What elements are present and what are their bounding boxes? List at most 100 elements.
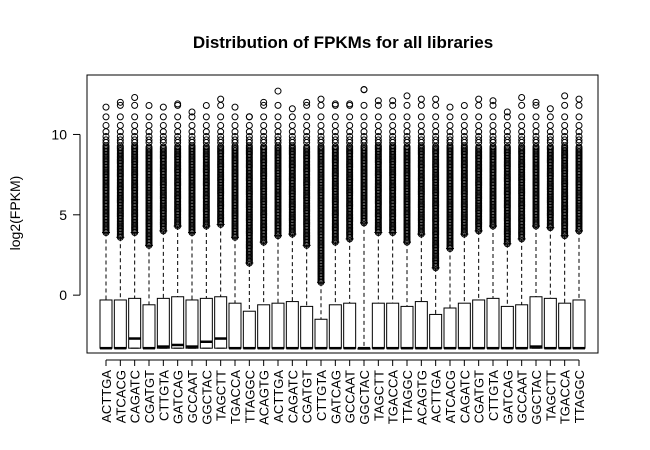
box-33 bbox=[558, 92, 572, 350]
box-20 bbox=[371, 97, 385, 350]
box-rect bbox=[529, 296, 543, 349]
outlier-point bbox=[317, 113, 325, 121]
outlier-point bbox=[288, 105, 296, 113]
outlier-point bbox=[518, 132, 526, 140]
outlier-point bbox=[475, 143, 483, 151]
box-rect bbox=[486, 297, 500, 349]
box-rect bbox=[558, 302, 572, 349]
outlier-point bbox=[489, 97, 497, 105]
box-17 bbox=[328, 100, 342, 350]
outlier-point bbox=[403, 132, 411, 140]
outlier-point bbox=[403, 101, 411, 109]
outlier-point bbox=[503, 108, 511, 116]
outlier-point bbox=[288, 113, 296, 121]
box-rect bbox=[314, 318, 328, 349]
outlier-point bbox=[245, 136, 253, 144]
outlier-point bbox=[532, 143, 540, 151]
box-25 bbox=[443, 103, 457, 350]
outlier-point bbox=[231, 103, 239, 111]
outlier-point bbox=[217, 121, 225, 129]
outlier-point bbox=[532, 113, 540, 121]
x-tick-label: ACAGTG bbox=[257, 370, 272, 425]
outlier-point bbox=[346, 132, 354, 140]
box-11 bbox=[242, 113, 256, 350]
outlier-point bbox=[403, 121, 411, 129]
outlier-point bbox=[561, 92, 569, 100]
outlier-point bbox=[260, 101, 268, 109]
outlier-point bbox=[475, 121, 483, 129]
outlier-point bbox=[217, 136, 225, 144]
box-13 bbox=[271, 87, 285, 350]
x-tick-label: CGATGT bbox=[472, 370, 487, 423]
outlier-point bbox=[346, 136, 354, 144]
outlier-point bbox=[389, 136, 397, 144]
y-tick-label: 10 bbox=[51, 126, 67, 142]
outlier-point bbox=[303, 98, 311, 106]
outlier-point bbox=[288, 121, 296, 129]
outlier-point bbox=[389, 113, 397, 121]
box-rect bbox=[300, 305, 314, 349]
outlier-point bbox=[188, 113, 196, 121]
outlier-point bbox=[546, 121, 554, 129]
outlier-point bbox=[131, 121, 139, 129]
box-23 bbox=[414, 95, 428, 350]
x-tick-label: ACTTGA bbox=[271, 370, 286, 423]
outlier-point bbox=[432, 132, 440, 140]
x-tick-label: GCCAAT bbox=[515, 370, 530, 423]
outlier-point bbox=[489, 113, 497, 121]
outlier-point bbox=[260, 113, 268, 121]
outlier-point bbox=[303, 136, 311, 144]
y-tick-label: 5 bbox=[59, 207, 67, 223]
outlier-point bbox=[503, 132, 511, 140]
x-tick-label: GATCAG bbox=[171, 370, 186, 424]
outlier-point bbox=[231, 121, 239, 129]
box-18 bbox=[343, 100, 357, 350]
y-axis-label: log2(FPKM) bbox=[7, 176, 23, 251]
outlier-point bbox=[360, 85, 368, 93]
x-tick-label: GCCAAT bbox=[343, 370, 358, 423]
outlier-point bbox=[503, 113, 511, 121]
x-tick-label: CAGATC bbox=[457, 370, 472, 423]
outlier-point bbox=[331, 121, 339, 129]
box-29 bbox=[500, 108, 514, 350]
outlier-point bbox=[460, 102, 468, 110]
x-tick-label: ACTTGA bbox=[99, 370, 114, 423]
outlier-point bbox=[260, 121, 268, 129]
x-tick-label: TAGCTT bbox=[543, 370, 558, 421]
outlier-point bbox=[546, 132, 554, 140]
outlier-point bbox=[174, 136, 182, 144]
outlier-point bbox=[446, 113, 454, 121]
box-rect bbox=[257, 304, 271, 349]
outlier-point bbox=[202, 121, 210, 129]
outlier-point bbox=[245, 113, 253, 121]
box-rect bbox=[271, 302, 285, 349]
box-rect bbox=[113, 299, 127, 349]
box-32 bbox=[543, 105, 557, 350]
outlier-point bbox=[288, 132, 296, 140]
outlier-point bbox=[532, 136, 540, 144]
x-tick-label: GATCAG bbox=[500, 370, 515, 424]
outlier-point bbox=[145, 143, 153, 151]
outlier-point bbox=[360, 132, 368, 140]
x-tick-label: TAGCTT bbox=[214, 370, 229, 421]
box-1 bbox=[99, 103, 113, 350]
box-rect bbox=[343, 302, 357, 349]
outlier-point bbox=[546, 105, 554, 113]
outlier-point bbox=[417, 132, 425, 140]
outlier-point bbox=[202, 132, 210, 140]
x-tick-label: CAGATC bbox=[128, 370, 143, 423]
box-5 bbox=[156, 103, 170, 349]
outlier-point bbox=[159, 136, 167, 144]
outlier-point bbox=[417, 136, 425, 144]
outlier-point bbox=[446, 121, 454, 129]
outlier-point bbox=[131, 93, 139, 101]
outlier-point bbox=[260, 132, 268, 140]
box-19 bbox=[357, 85, 371, 350]
outlier-point bbox=[288, 136, 296, 144]
outlier-point bbox=[159, 132, 167, 140]
outlier-point bbox=[102, 113, 110, 121]
x-tick-label: CTTGTA bbox=[156, 370, 171, 421]
outlier-point bbox=[475, 132, 483, 140]
outlier-point bbox=[360, 101, 368, 109]
outlier-point bbox=[131, 113, 139, 121]
